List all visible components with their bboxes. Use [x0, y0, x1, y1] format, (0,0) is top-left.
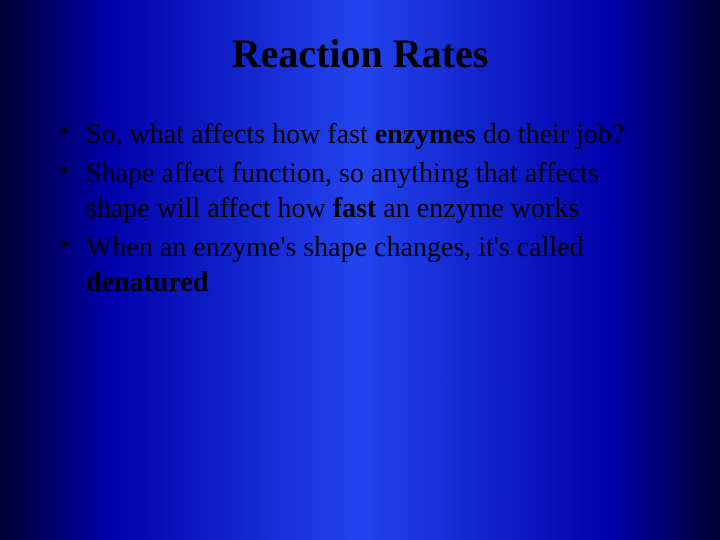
bullet-text-pre: When an enzyme's shape changes, it's cal…: [86, 232, 584, 263]
bullet-text-post: do their job?: [476, 119, 625, 150]
bullet-text-bold: denatured: [86, 267, 208, 298]
bullet-item: When an enzyme's shape changes, it's cal…: [60, 230, 660, 300]
bullet-item: Shape affect function, so anything that …: [60, 156, 660, 226]
bullet-text-post: an enzyme works: [376, 193, 579, 224]
bullet-text-bold: enzymes: [375, 119, 476, 150]
slide: Reaction Rates So, what affects how fast…: [0, 0, 720, 540]
bullet-text-bold: fast: [333, 193, 377, 224]
bullet-text-pre: So, what affects how fast: [86, 119, 375, 150]
slide-content: So, what affects how fast enzymes do the…: [40, 117, 680, 300]
slide-title: Reaction Rates: [40, 30, 680, 77]
bullet-list: So, what affects how fast enzymes do the…: [60, 117, 660, 300]
bullet-item: So, what affects how fast enzymes do the…: [60, 117, 660, 152]
